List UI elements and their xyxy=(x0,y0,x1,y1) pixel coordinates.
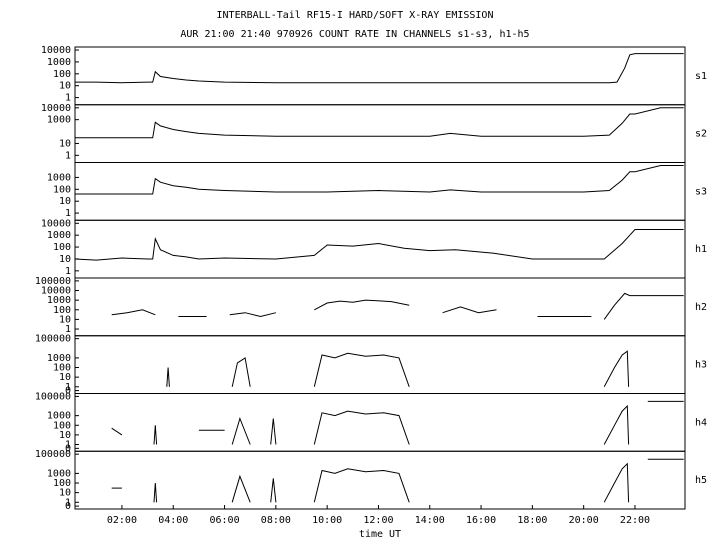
panel-label: h4 xyxy=(695,417,707,428)
y-tick-label: 10 xyxy=(59,254,71,265)
x-tick-label: 16:00 xyxy=(466,515,496,526)
y-tick-label: 1000 xyxy=(47,295,71,306)
y-tick-label: 10 xyxy=(59,372,71,383)
y-tick-label: 1000 xyxy=(47,353,71,364)
y-tick-label: 0 xyxy=(65,443,71,454)
trace xyxy=(231,474,251,503)
y-tick-label: 100 xyxy=(53,69,71,80)
x-tick-label: 18:00 xyxy=(517,515,547,526)
y-tick-label: 1 xyxy=(65,208,71,219)
y-tick-label: 1000 xyxy=(47,468,71,479)
y-tick-label: 100 xyxy=(53,305,71,316)
y-tick-label: 100 xyxy=(53,184,71,195)
y-tick-label: 1 xyxy=(65,266,71,277)
x-tick-label: 08:00 xyxy=(261,515,291,526)
trace xyxy=(313,352,410,387)
y-tick-label: 10000 xyxy=(41,103,71,114)
y-tick-label: 10 xyxy=(59,81,71,92)
y-tick-label: 10 xyxy=(59,314,71,325)
y-tick-label: 10 xyxy=(59,138,71,149)
y-tick-label: 10000 xyxy=(41,286,71,297)
y-tick-label: 100 xyxy=(53,420,71,431)
panel-frame xyxy=(74,219,686,279)
panel-label: h5 xyxy=(695,475,707,486)
y-tick-label: 1000 xyxy=(47,57,71,68)
panel-frame xyxy=(74,277,686,337)
y-tick-label: 1000 xyxy=(47,230,71,241)
y-tick-label: 1 xyxy=(65,150,71,161)
trace xyxy=(111,309,156,316)
y-tick-label: 100000 xyxy=(35,449,71,460)
trace xyxy=(153,425,158,445)
trace xyxy=(270,418,277,445)
panel-label: h2 xyxy=(695,302,707,313)
trace xyxy=(75,53,684,84)
trace xyxy=(231,357,251,387)
trace xyxy=(229,312,277,318)
trace xyxy=(313,410,410,445)
y-tick-label: 100 xyxy=(53,242,71,253)
panel-frame xyxy=(74,450,686,510)
trace xyxy=(314,299,410,311)
panel-label: h3 xyxy=(695,360,707,371)
y-tick-label: 1 xyxy=(65,497,71,508)
panel-frame xyxy=(74,393,686,452)
trace xyxy=(111,427,123,436)
trace xyxy=(166,367,170,387)
x-tick-label: 14:00 xyxy=(415,515,445,526)
y-tick-label: 100 xyxy=(53,363,71,374)
y-tick-label: 0 xyxy=(65,386,71,397)
panel-label: s2 xyxy=(695,129,707,140)
x-tick-label: 10:00 xyxy=(312,515,342,526)
panel-label: s1 xyxy=(695,71,707,82)
panel-label: s3 xyxy=(695,186,707,197)
y-tick-label: 100000 xyxy=(35,391,71,402)
trace xyxy=(603,404,630,445)
y-tick-label: 10 xyxy=(59,430,71,441)
y-tick-label: 10000 xyxy=(41,45,71,56)
chart-subtitle: AUR 21:00 21:40 970926 COUNT RATE IN CHA… xyxy=(180,29,529,40)
x-tick-label: 22:00 xyxy=(620,515,650,526)
y-tick-label: 100000 xyxy=(35,276,71,287)
trace xyxy=(270,478,277,503)
y-tick-label: 1 xyxy=(65,382,71,393)
trace xyxy=(603,292,684,320)
trace xyxy=(75,107,684,139)
x-tick-label: 06:00 xyxy=(209,515,239,526)
trace xyxy=(231,416,251,445)
y-tick-label: 1 xyxy=(65,440,71,451)
chart-title: INTERBALL-Tail RF15-I HARD/SOFT X-RAY EM… xyxy=(217,10,494,21)
trace xyxy=(603,462,630,503)
x-tick-label: 12:00 xyxy=(363,515,393,526)
x-tick-label: 04:00 xyxy=(158,515,188,526)
trace xyxy=(75,165,684,195)
trace xyxy=(603,350,630,388)
trace xyxy=(313,468,410,503)
y-tick-label: 100000 xyxy=(35,334,71,345)
y-tick-label: 1000 xyxy=(47,411,71,422)
panel-frame xyxy=(74,104,686,163)
x-tick-label: 20:00 xyxy=(569,515,599,526)
x-tick-label: 02:00 xyxy=(107,515,137,526)
y-tick-label: 1000 xyxy=(47,172,71,183)
trace xyxy=(74,229,684,261)
y-tick-label: 100 xyxy=(53,478,71,489)
y-tick-label: 1 xyxy=(65,324,71,335)
trace xyxy=(442,306,497,314)
panel-label: h1 xyxy=(695,244,707,255)
y-tick-label: 1000 xyxy=(47,115,71,126)
y-tick-label: 10000 xyxy=(41,218,71,229)
trace xyxy=(153,482,158,503)
y-tick-label: 0 xyxy=(65,501,71,512)
panel-frame xyxy=(74,46,686,106)
y-tick-label: 10 xyxy=(59,196,71,207)
y-tick-label: 10 xyxy=(59,488,71,499)
x-axis-label: time UT xyxy=(359,529,401,540)
y-tick-label: 1 xyxy=(65,93,71,104)
